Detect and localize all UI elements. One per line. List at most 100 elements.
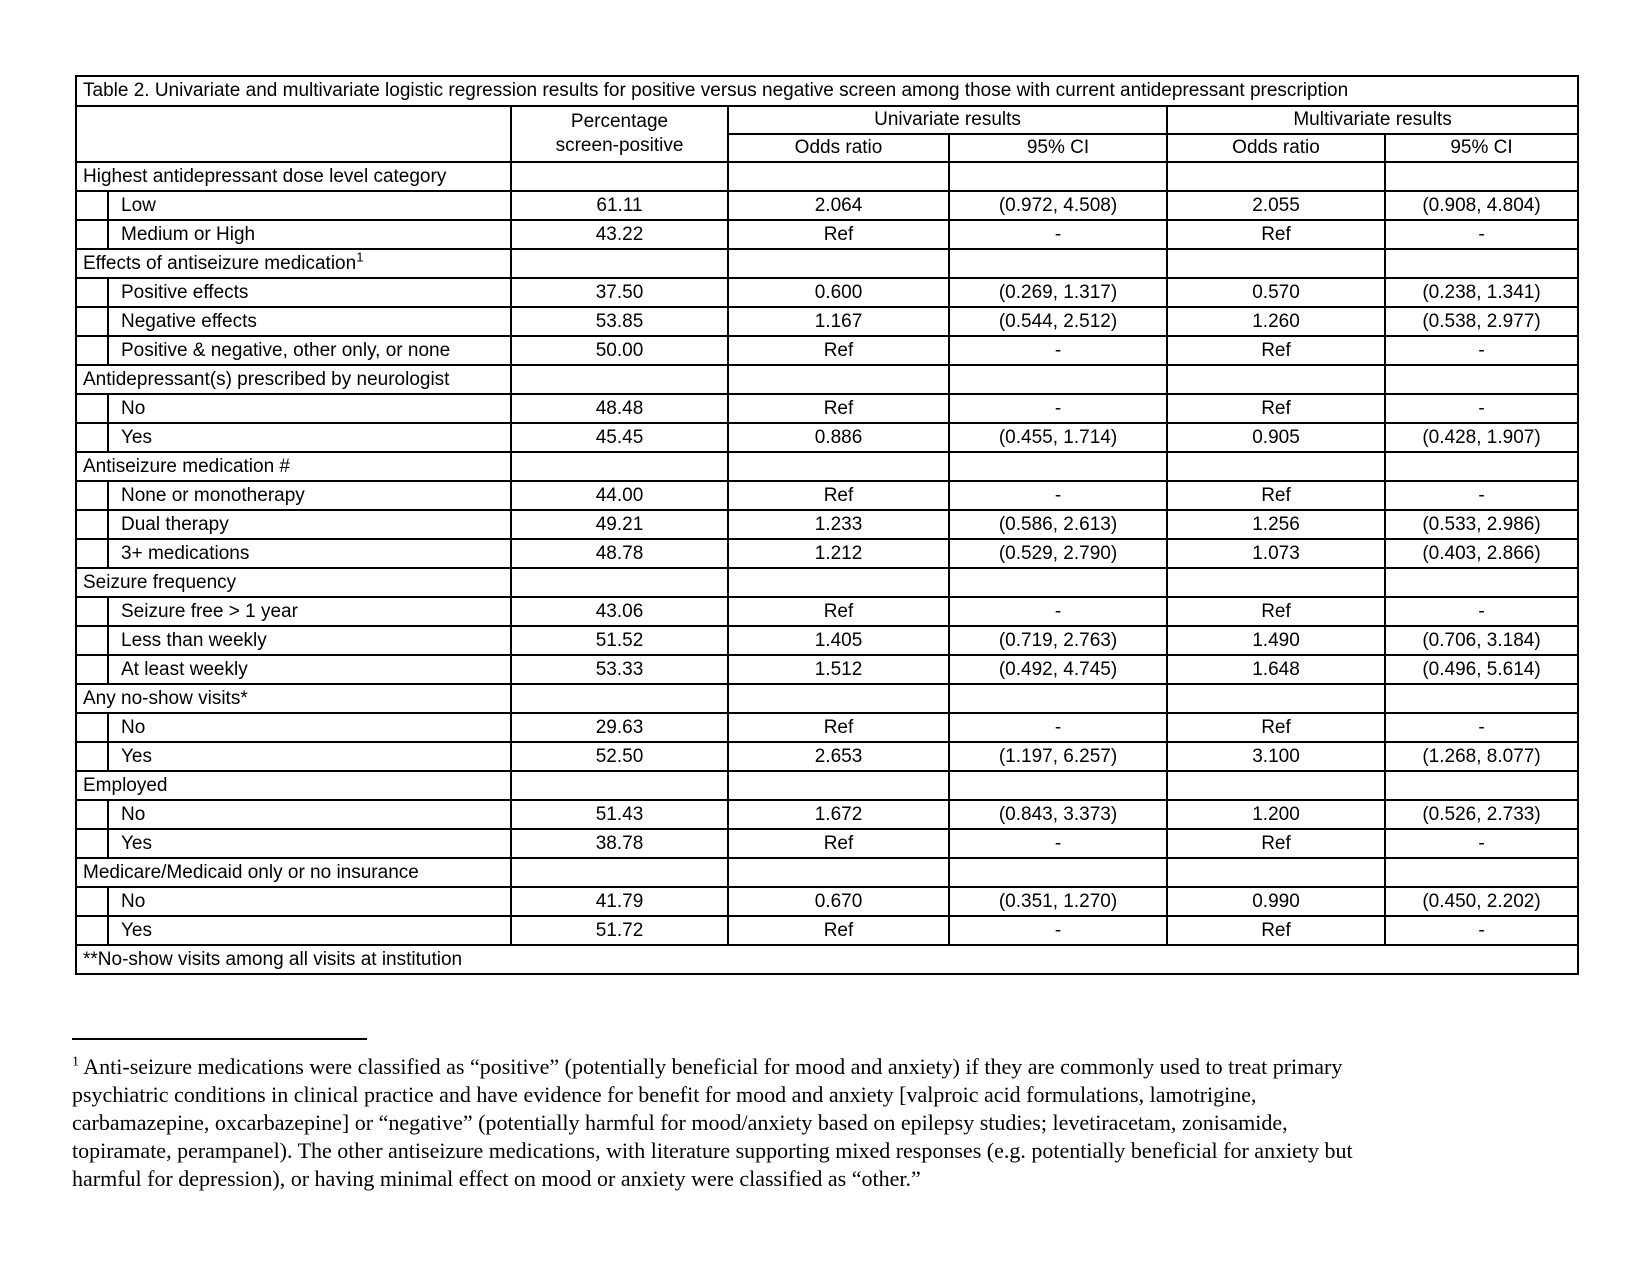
empty-cell [1383, 857, 1580, 888]
multivariate-ci-cell: (1.268, 8.077) [1383, 741, 1580, 772]
data-row: Positive effects 37.50 0.600 (0.269, 1.317)… [75, 277, 1580, 308]
multivariate-odds-ratio-cell: 1.200 [1166, 799, 1386, 830]
univariate-odds-ratio-cell: Ref [727, 712, 950, 743]
data-row: 3+ medications 48.78 1.212 (0.529, 2.790) 1.… [75, 538, 1580, 569]
data-row: No 29.63 Ref - Ref - [75, 712, 1580, 743]
univariate-ci-cell: (1.197, 6.257) [948, 741, 1168, 772]
multivariate-odds-ratio-cell: Ref [1166, 219, 1386, 250]
pct-screen-positive-cell: 50.00 [510, 335, 729, 366]
empty-cell [727, 364, 950, 395]
row-label: Positive & negative, other only, or none [107, 335, 512, 366]
univariate-ci-cell: (0.972, 4.508) [948, 190, 1168, 221]
indent-cell [75, 480, 109, 511]
empty-cell [727, 567, 950, 598]
empty-cell [1383, 683, 1580, 714]
indent-cell [75, 509, 109, 540]
multivariate-ci-cell: - [1383, 828, 1580, 859]
indent-cell [75, 335, 109, 366]
row-label: Seizure free > 1 year [107, 596, 512, 627]
univariate-ci-cell: (0.529, 2.790) [948, 538, 1168, 569]
multivariate-odds-ratio-cell: Ref [1166, 393, 1386, 424]
empty-cell [510, 770, 729, 801]
pct-screen-positive-cell: 61.11 [510, 190, 729, 221]
empty-cell [727, 451, 950, 482]
univariate-ci-cell: (0.492, 4.745) [948, 654, 1168, 685]
multivariate-ci-cell: (0.706, 3.184) [1383, 625, 1580, 656]
empty-cell [727, 770, 950, 801]
data-row: Seizure free > 1 year 43.06 Ref - Ref - [75, 596, 1580, 627]
empty-cell [1383, 770, 1580, 801]
indent-cell [75, 625, 109, 656]
empty-cell [510, 161, 729, 192]
section-row: Medicare/Medicaid only or no insurance [75, 857, 1580, 888]
pct-screen-positive-cell: 48.78 [510, 538, 729, 569]
empty-cell [1383, 451, 1580, 482]
section-label: Employed [75, 770, 512, 801]
multivariate-ci-cell: - [1383, 596, 1580, 627]
univariate-odds-ratio-cell: 1.672 [727, 799, 950, 830]
indent-cell [75, 886, 109, 917]
row-label: No [107, 393, 512, 424]
multivariate-ci-cell: - [1383, 393, 1580, 424]
univariate-odds-ratio-cell: 1.233 [727, 509, 950, 540]
indent-cell [75, 741, 109, 772]
empty-cell [1166, 451, 1386, 482]
multivariate-ci-cell: - [1383, 915, 1580, 946]
univariate-ci-cell: - [948, 596, 1168, 627]
row-label: Yes [107, 422, 512, 453]
multivariate-odds-ratio-cell: 1.648 [1166, 654, 1386, 685]
multivariate-odds-ratio-cell: 0.990 [1166, 886, 1386, 917]
section-label: Effects of antiseizure medication1 [75, 248, 512, 279]
indent-cell [75, 712, 109, 743]
footnote-line-2: psychiatric conditions in clinical pract… [72, 1082, 1257, 1107]
univariate-odds-ratio-cell: Ref [727, 219, 950, 250]
pct-screen-positive-cell: 53.85 [510, 306, 729, 337]
empty-cell [948, 567, 1168, 598]
indent-cell [75, 828, 109, 859]
column-header-univariate-odds-ratio: Odds ratio [727, 133, 950, 163]
multivariate-odds-ratio-cell: Ref [1166, 335, 1386, 366]
row-label: No [107, 712, 512, 743]
empty-cell [1166, 567, 1386, 598]
indent-cell [75, 219, 109, 250]
univariate-odds-ratio-cell: 1.212 [727, 538, 950, 569]
row-label: Positive effects [107, 277, 512, 308]
multivariate-odds-ratio-cell: 0.905 [1166, 422, 1386, 453]
table-title: Table 2. Univariate and multivariate log… [74, 75, 1580, 107]
header-row-measures: Odds ratio 95% CI Odds ratio 95% CI [76, 133, 1580, 163]
indent-cell [75, 915, 109, 946]
empty-cell [727, 161, 950, 192]
multivariate-ci-cell: (0.496, 5.614) [1383, 654, 1580, 685]
empty-cell [1383, 567, 1580, 598]
indent-cell [75, 654, 109, 685]
data-row: Yes 52.50 2.653 (1.197, 6.257) 3.100 (1.268, … [75, 741, 1580, 772]
empty-cell [510, 857, 729, 888]
univariate-ci-cell: - [948, 393, 1168, 424]
empty-cell [1166, 364, 1386, 395]
row-label: At least weekly [107, 654, 512, 685]
indent-cell [75, 393, 109, 424]
data-row: Low 61.11 2.064 (0.972, 4.508) 2.055 (0.908, … [75, 190, 1580, 221]
column-header-percentage-line1: Percentage [570, 111, 669, 133]
data-row: Medium or High 43.22 Ref - Ref - [75, 219, 1580, 250]
column-group-univariate: Univariate results [727, 105, 1168, 135]
row-label: 3+ medications [107, 538, 512, 569]
footnote-block: 1 Anti-seizure medications were classifi… [72, 1038, 1638, 1193]
section-row: Employed [75, 770, 1580, 801]
row-label: Low [107, 190, 512, 221]
pct-screen-positive-cell: 51.52 [510, 625, 729, 656]
univariate-ci-cell: - [948, 828, 1168, 859]
multivariate-ci-cell: (0.908, 4.804) [1383, 190, 1580, 221]
multivariate-odds-ratio-cell: Ref [1166, 480, 1386, 511]
footnote-text: Anti-seizure medications were classified… [79, 1054, 1343, 1079]
section-row: Highest antidepressant dose level catego… [75, 161, 1580, 192]
pct-screen-positive-cell: 49.21 [510, 509, 729, 540]
row-label: Less than weekly [107, 625, 512, 656]
univariate-odds-ratio-cell: 0.670 [727, 886, 950, 917]
univariate-ci-cell: (0.269, 1.317) [948, 277, 1168, 308]
section-label: Antidepressant(s) prescribed by neurolog… [75, 364, 512, 395]
univariate-odds-ratio-cell: Ref [727, 596, 950, 627]
empty-cell [1166, 248, 1386, 279]
multivariate-odds-ratio-cell: Ref [1166, 915, 1386, 946]
